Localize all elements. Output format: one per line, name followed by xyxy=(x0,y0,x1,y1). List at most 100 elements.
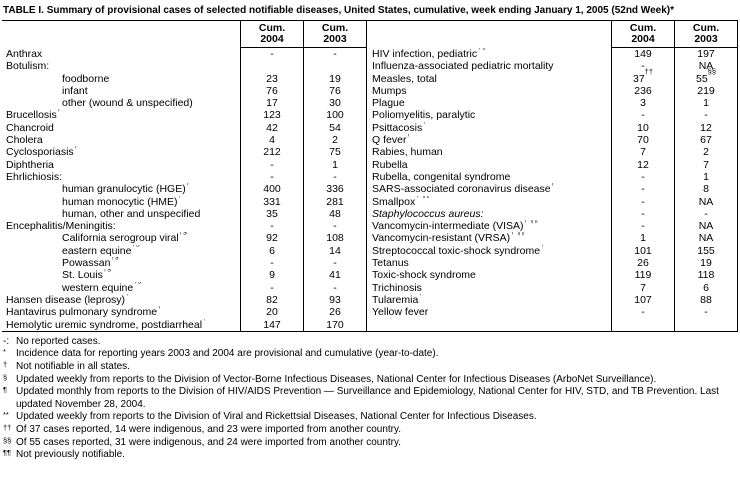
value-cum-2004: 23 xyxy=(240,72,305,85)
table-left-half: Cum. 2004 Cum. 2003 Anthrax - - Botulism: foodbo… xyxy=(2,21,368,331)
disease-name: Rabies, human xyxy=(372,146,443,159)
footnote-reference: †§ xyxy=(179,232,187,236)
value-cum-2004: 12 xyxy=(611,158,675,171)
value-cum-2003: NA xyxy=(674,232,738,245)
value-cum-2003: NA xyxy=(674,60,738,73)
value-cum-2003: 88 xyxy=(674,293,738,307)
value-cum-2003: 1 xyxy=(674,97,738,110)
table-row: infant 76 76 xyxy=(2,84,368,98)
col-header-cum-2004: Cum. 2004 xyxy=(611,21,675,48)
value-cum-2003: 7 xyxy=(674,158,738,171)
value-cum-2004: 400 xyxy=(240,183,305,196)
value-cum-2003: 6 xyxy=(674,281,738,294)
disease-name: Q fever† xyxy=(367,134,611,146)
disease-name: Mumps xyxy=(372,84,407,97)
disease-name: Tetanus xyxy=(372,257,409,270)
table-row: Hemolytic uremic syndrome, postdiarrheal… xyxy=(2,318,368,331)
value-cum-2004: - xyxy=(611,60,675,73)
disease-name: Tularemia† xyxy=(367,294,611,306)
value-cum-2004: 35 xyxy=(240,207,305,221)
footnote: ** Updated weekly from reports to the Div… xyxy=(2,410,738,424)
footnote-marker: † xyxy=(3,360,8,370)
footnotes: -: No reported cases. * Incidence data for … xyxy=(2,336,738,462)
value-cum-2003: 12 xyxy=(674,121,738,135)
value-cum-2003: 281 xyxy=(303,195,368,208)
value-cum-2003: - xyxy=(674,207,738,221)
value-cum-2004: 147 xyxy=(240,318,305,331)
table-row: Tetanus 26 19 xyxy=(367,257,738,270)
footnote-reference: † xyxy=(422,122,426,126)
table-row xyxy=(367,318,738,331)
value-cum-2003: - xyxy=(303,170,368,184)
value-cum-2003: - xyxy=(303,257,368,270)
value-cum-2004: - xyxy=(611,109,675,122)
disease-name: Smallpox† ¶¶ xyxy=(367,196,611,208)
footnote: †† Of 37 cases reported, 14 were indigeno… xyxy=(2,423,738,437)
footnote-reference: †§ xyxy=(103,269,111,273)
footnote-reference: † ¶¶ xyxy=(524,220,538,224)
table-row: Influenza-associated pediatric mortality… xyxy=(367,60,738,73)
value-cum-2003: 8 xyxy=(674,183,738,196)
value-cum-2004: - xyxy=(240,257,305,270)
value-cum-2004: - xyxy=(611,207,675,221)
disease-name: Rubella xyxy=(372,158,408,171)
footnote-reference: †§ xyxy=(133,282,141,286)
value-cum-2003: 1 xyxy=(674,170,738,184)
value-cum-2004: 4 xyxy=(240,134,305,147)
notifiable-diseases-table: Cum. 2004 Cum. 2003 Anthrax - - Botulism: foodbo… xyxy=(2,20,738,332)
header-row: Cum. 2004 Cum. 2003 xyxy=(367,21,738,48)
disease-name: HIV infection, pediatric†¶ xyxy=(367,48,611,61)
table-row: Encephalitis/Meningitis: - - xyxy=(2,220,368,233)
disease-name: Cholera xyxy=(6,134,43,147)
value-cum-2004 xyxy=(611,318,675,331)
table-row: Rubella 12 7 xyxy=(367,158,738,171)
value-cum-2003: 197 xyxy=(674,47,738,61)
disease-name: Botulism: xyxy=(6,60,50,73)
value-cum-2004: 123 xyxy=(240,109,305,122)
footnote-reference: †¶ xyxy=(477,48,485,52)
disease-name: Vancomycin-intermediate (VISA)† ¶¶ xyxy=(367,220,611,232)
footnote-reference: † xyxy=(57,109,61,113)
value-cum-2003: 30 xyxy=(303,97,368,110)
value-cum-2003: 75 xyxy=(303,146,368,159)
table-row: Ehrlichiosis: - - xyxy=(2,170,368,184)
table-right-half: Cum. 2004 Cum. 2003 HIV infection, pediatric… xyxy=(367,21,738,331)
value-cum-2004: 6 xyxy=(240,244,305,258)
value-cum-2003: 100 xyxy=(303,109,368,122)
value-cum-2004: - xyxy=(240,47,305,61)
value-cum-2004: - xyxy=(611,183,675,196)
value-cum-2003: 170 xyxy=(303,318,368,331)
value-cum-2004: 3 xyxy=(611,97,675,110)
disease-name: Cyclosporiasis† xyxy=(2,146,241,158)
value-cum-2004: - xyxy=(611,170,675,184)
value-cum-2003: 19 xyxy=(674,257,738,270)
col-header-cum-2003: Cum. 2003 xyxy=(674,21,738,48)
disease-column-header xyxy=(2,21,241,48)
footnote-reference: † xyxy=(540,245,544,249)
footnote-reference: ** xyxy=(554,60,560,64)
value-cum-2004: 42 xyxy=(240,121,305,135)
disease-name: Yellow fever xyxy=(372,306,429,319)
footnote-reference: † xyxy=(74,146,78,150)
disease-name: infant xyxy=(62,84,88,97)
disease-name: Influenza-associated pediatric mortality… xyxy=(367,60,611,72)
disease-name: Encephalitis/Meningitis: xyxy=(6,220,116,233)
col-header-cum-2003: Cum. 2003 xyxy=(303,21,368,48)
value-cum-2004: 119 xyxy=(611,269,675,282)
value-cum-2004: - xyxy=(240,281,305,294)
disease-name: Streptococcal toxic-shock syndrome† xyxy=(367,245,611,257)
table-row: Smallpox† ¶¶-NA xyxy=(367,195,738,208)
disease-name: Anthrax xyxy=(6,47,43,60)
value-cum-2004 xyxy=(240,60,305,73)
value-cum-2003: 26 xyxy=(303,306,368,319)
value-cum-2003: 14 xyxy=(303,244,368,258)
